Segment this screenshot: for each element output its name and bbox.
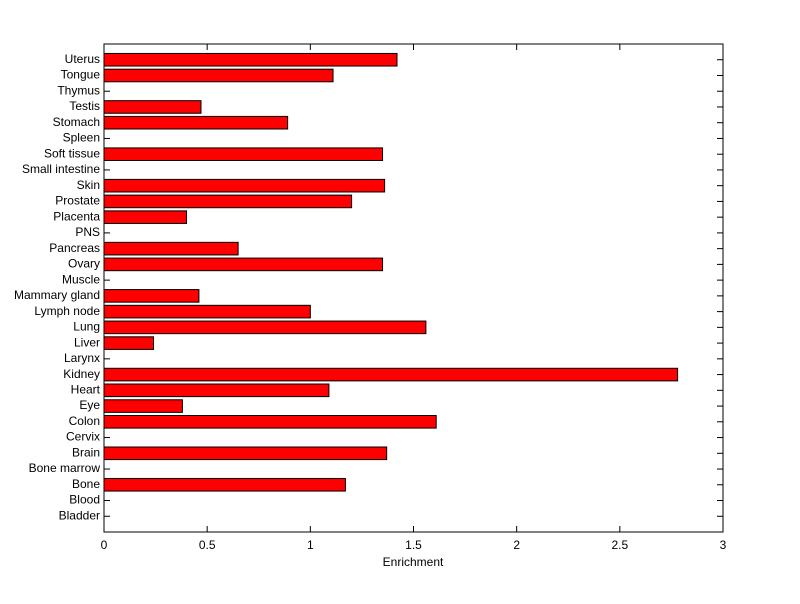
bar	[103, 415, 437, 429]
y-tick-label: Bone marrow	[29, 461, 101, 475]
bar	[103, 52, 398, 67]
bar	[103, 289, 200, 303]
x-tick-label: 2.5	[611, 538, 628, 552]
y-tick-label: Mammary gland	[14, 288, 100, 302]
bar	[103, 367, 679, 382]
x-tick-label: 3	[720, 538, 727, 552]
bar	[103, 194, 353, 209]
x-tick-label: 1	[307, 538, 314, 552]
y-tick-label: Placenta	[53, 209, 100, 223]
y-tick-label: Cervix	[66, 430, 100, 444]
y-tick-label: Larynx	[64, 351, 100, 365]
bar	[103, 304, 311, 319]
x-tick-label: 2	[513, 538, 520, 552]
y-tick-label: Brain	[72, 445, 100, 459]
y-tick-label: Lymph node	[34, 304, 100, 318]
y-tick-label: Lung	[73, 320, 100, 334]
y-tick-label: Muscle	[62, 272, 100, 286]
y-tick-label: Spleen	[63, 131, 100, 145]
y-tick-label: Ovary	[68, 257, 100, 271]
y-tick-label: Small intestine	[22, 162, 100, 176]
y-tick-label: Colon	[69, 414, 100, 428]
y-tick-label: Soft tissue	[44, 146, 100, 160]
x-tick-label: 0	[101, 538, 108, 552]
bar	[103, 257, 384, 272]
y-tick-label: Kidney	[63, 367, 100, 381]
bar	[103, 147, 384, 161]
bar	[103, 446, 388, 461]
bar	[103, 210, 188, 224]
y-tick-label: Tongue	[61, 68, 101, 82]
bar	[103, 100, 202, 114]
y-tick-label: Blood	[69, 493, 100, 507]
y-tick-label: Testis	[69, 99, 100, 113]
x-axis-label: Enrichment	[383, 555, 444, 569]
y-tick-label: Uterus	[65, 52, 100, 66]
y-tick-label: Heart	[71, 382, 101, 396]
y-tick-label: Skin	[77, 178, 100, 192]
bar	[103, 383, 330, 398]
x-tick-label: 1.5	[405, 538, 422, 552]
y-tick-label: Pancreas	[49, 241, 100, 255]
bar	[103, 68, 334, 83]
y-tick-label: Liver	[74, 335, 100, 349]
bar	[103, 399, 183, 413]
y-tick-label: Thymus	[57, 83, 100, 97]
bar	[103, 477, 346, 492]
y-tick-label: Prostate	[55, 194, 100, 208]
bar	[103, 320, 427, 335]
y-tick-label: Bone	[72, 477, 100, 491]
y-tick-label: Bladder	[59, 508, 100, 522]
bar	[103, 115, 289, 130]
x-tick-label: 0.5	[199, 538, 216, 552]
y-tick-label: Stomach	[53, 115, 100, 129]
bar	[103, 336, 155, 350]
bar	[103, 241, 239, 256]
y-tick-label: PNS	[75, 225, 100, 239]
bar	[103, 178, 386, 193]
y-tick-label: Eye	[79, 398, 100, 412]
